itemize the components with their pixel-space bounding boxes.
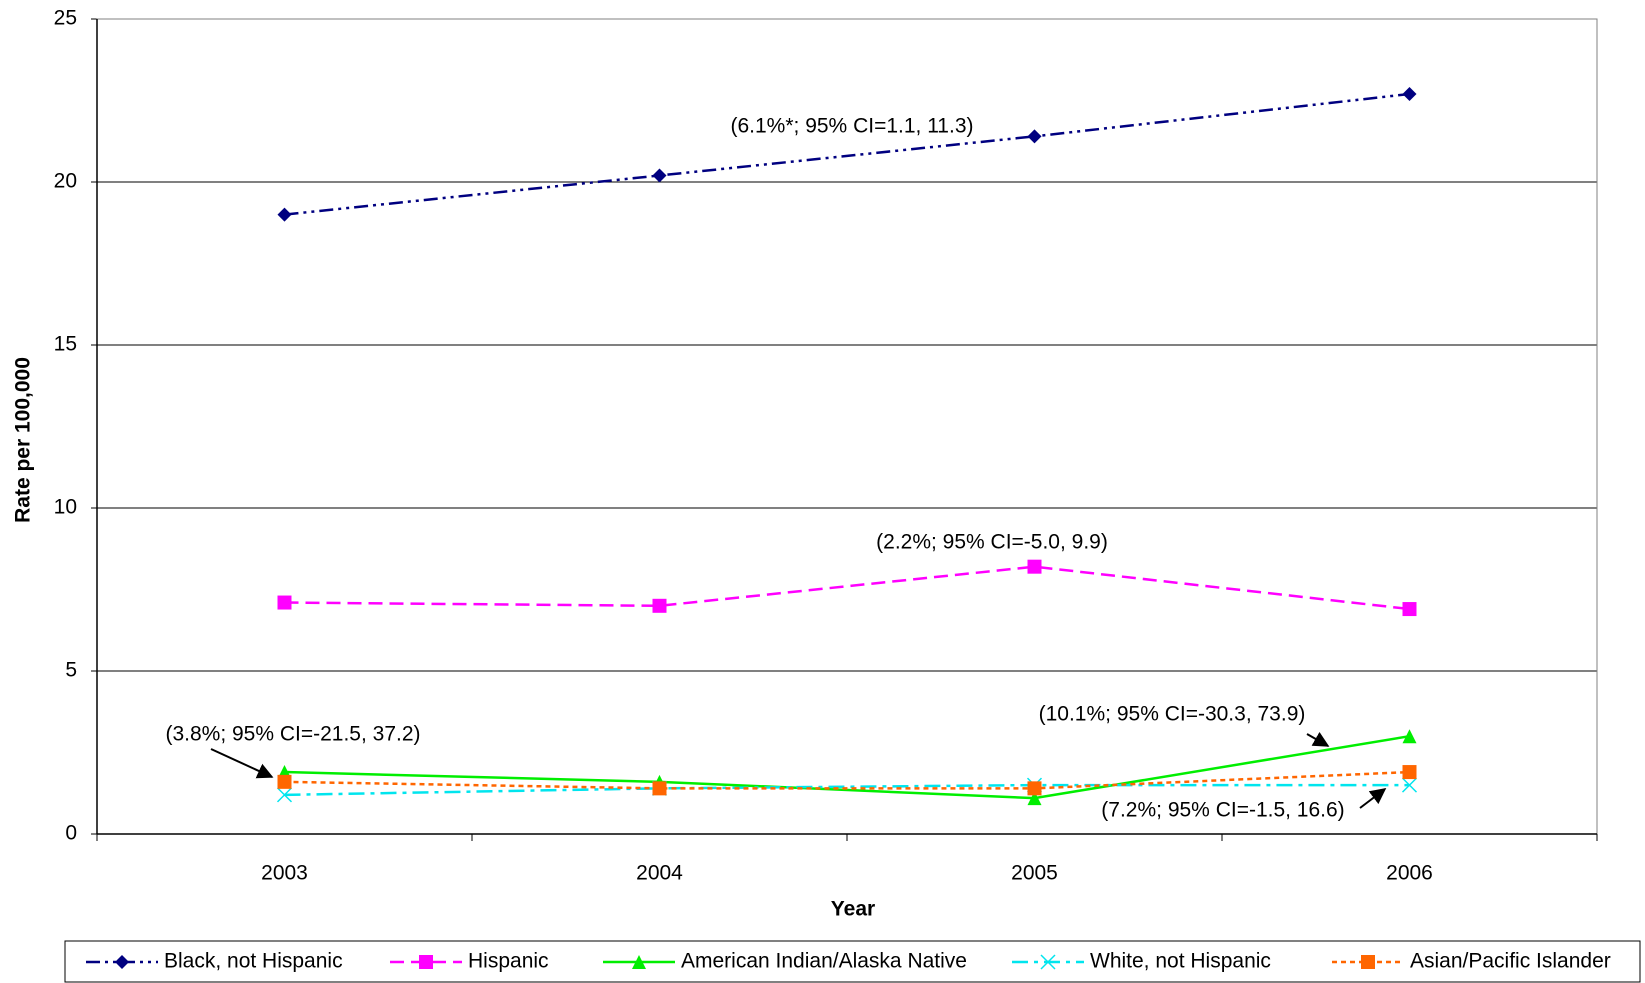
point — [277, 595, 292, 610]
point — [1401, 777, 1418, 793]
point — [276, 787, 293, 803]
annotation: (7.2%; 95% CI=-1.5, 16.6) — [1101, 799, 1344, 822]
y-tick-label: 20 — [54, 170, 77, 193]
point — [1027, 129, 1042, 144]
point — [1402, 765, 1417, 780]
point — [1402, 86, 1417, 101]
point — [652, 168, 667, 183]
y-tick-label: 25 — [54, 7, 77, 30]
x-tick-label: 2005 — [1011, 862, 1058, 885]
x-axis-label: Year — [831, 898, 875, 921]
point — [1027, 559, 1042, 574]
annotation-arrow — [1359, 788, 1387, 809]
y-tick-label: 15 — [54, 333, 77, 356]
point — [652, 781, 667, 796]
annotation: (3.8%; 95% CI=-21.5, 37.2) — [165, 723, 420, 746]
legend-label: Asian/Pacific Islander — [1410, 950, 1611, 973]
point — [1027, 781, 1042, 796]
legend-marker — [632, 955, 646, 969]
point — [277, 774, 292, 789]
legend-box — [64, 940, 1641, 983]
annotation-arrow — [210, 748, 274, 779]
x-tick-label: 2004 — [636, 862, 683, 885]
annotation: (10.1%; 95% CI=-30.3, 73.9) — [1039, 703, 1306, 726]
series-line — [284, 565, 1410, 611]
legend-label: Hispanic — [468, 950, 549, 973]
point — [1027, 791, 1042, 806]
legend-marker — [1040, 954, 1056, 970]
legend-marker — [1361, 955, 1375, 969]
point — [652, 598, 667, 613]
annotation: (6.1%*; 95% CI=1.1, 11.3) — [731, 115, 974, 138]
legend-label: Black, not Hispanic — [164, 950, 343, 973]
series-line — [284, 92, 1410, 216]
legend-label: American Indian/Alaska Native — [681, 950, 967, 973]
x-tick-label: 2003 — [261, 862, 308, 885]
annotation: (2.2%; 95% CI=-5.0, 9.9) — [876, 531, 1108, 554]
point — [1402, 602, 1417, 617]
x-tick-label: 2006 — [1386, 862, 1433, 885]
legend-marker — [419, 955, 433, 969]
point — [1402, 729, 1417, 744]
series-line — [284, 770, 1410, 790]
y-axis-label: Rate per 100,000 — [12, 357, 35, 523]
series-line — [284, 734, 1410, 800]
plot-frame — [96, 18, 1598, 835]
series-line — [284, 783, 1410, 797]
y-tick-label: 10 — [54, 496, 77, 519]
y-tick-label: 0 — [65, 822, 77, 845]
annotation-arrow — [1306, 731, 1330, 747]
point — [277, 207, 292, 222]
legend-label: White, not Hispanic — [1090, 950, 1271, 973]
legend-marker — [115, 955, 129, 969]
y-tick-label: 5 — [65, 659, 77, 682]
